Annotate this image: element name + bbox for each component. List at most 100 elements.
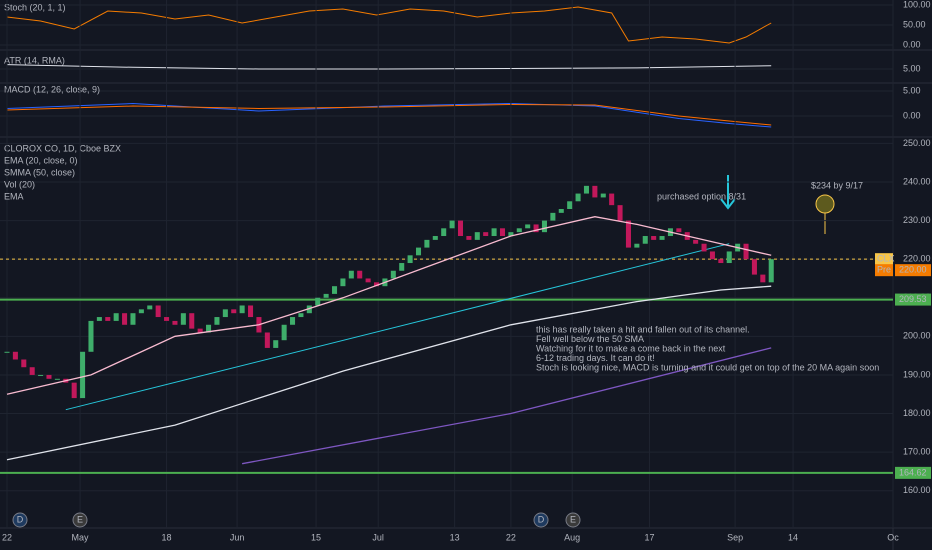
candle — [390, 270, 396, 279]
candle — [315, 297, 321, 306]
candle — [332, 286, 338, 294]
candle — [432, 236, 438, 240]
candle — [466, 236, 472, 240]
candle — [609, 193, 615, 206]
x-tick-label: 17 — [644, 532, 654, 542]
y-tick-label: 170.00 — [903, 446, 931, 456]
y-tick-label: 220.00 — [903, 254, 931, 264]
y-tick-label: 0.00 — [903, 110, 921, 120]
candle — [231, 309, 237, 314]
legend-entry: EMA (20, close, 0) — [4, 155, 78, 165]
level-label: 220.00 — [899, 265, 927, 275]
candle — [122, 313, 128, 325]
candle — [248, 305, 254, 318]
candle — [164, 317, 170, 321]
event-label: E — [77, 514, 83, 524]
candle — [634, 243, 640, 248]
y-tick-label: 50.00 — [903, 19, 926, 29]
candle — [239, 305, 245, 314]
x-tick-label: 22 — [506, 532, 516, 542]
y-tick-label: 5.00 — [903, 85, 921, 95]
candle — [12, 351, 18, 360]
candle — [651, 236, 657, 240]
purchase-note: purchased option 8/31 — [657, 191, 746, 201]
candle — [751, 259, 757, 275]
candle — [357, 270, 363, 279]
candle — [457, 220, 464, 237]
candle — [54, 378, 60, 380]
x-tick-label: May — [72, 532, 90, 542]
note-line: Fell well below the 50 SMA — [536, 334, 644, 344]
candle — [676, 228, 682, 233]
candle — [483, 232, 489, 237]
candle — [550, 212, 556, 221]
candle — [147, 305, 153, 310]
candle — [373, 282, 380, 287]
candle — [525, 224, 531, 229]
candle — [138, 309, 144, 314]
candle — [474, 232, 480, 240]
candle — [567, 201, 573, 210]
level-label-bg — [895, 293, 931, 306]
candle — [214, 317, 220, 325]
ma-line — [6, 216, 772, 395]
candle — [281, 324, 287, 341]
candle — [222, 309, 228, 318]
candle — [583, 185, 589, 194]
candle — [701, 243, 707, 252]
candle — [38, 374, 44, 376]
level-label-bg — [895, 264, 931, 277]
indicator-line — [6, 64, 772, 70]
candle — [264, 332, 270, 348]
y-tick-label: 0.00 — [903, 39, 921, 49]
candle — [718, 259, 724, 264]
candle — [592, 185, 598, 198]
level-label-bg — [895, 466, 931, 479]
ma-line — [241, 347, 772, 465]
candle — [743, 243, 749, 260]
note-line: this has really taken a hit and fallen o… — [536, 324, 750, 334]
note-line: Stoch is looking nice, MACD is turning a… — [536, 362, 879, 372]
candle — [625, 220, 631, 248]
candle — [533, 224, 539, 233]
panel-title: ATR (14, RMA) — [4, 55, 65, 65]
y-tick-label: 180.00 — [903, 408, 931, 418]
event-badge — [565, 512, 581, 528]
candle — [659, 236, 665, 240]
symbol-label: CLX — [877, 254, 895, 264]
ma-line — [6, 285, 772, 461]
indicator-line — [6, 6, 772, 44]
event-label: D — [538, 514, 545, 524]
event-badge — [72, 512, 88, 528]
candle — [189, 313, 195, 329]
target-note: $234 by 9/17 — [811, 180, 863, 190]
candle — [424, 239, 430, 248]
candle — [172, 320, 178, 325]
candle — [88, 320, 94, 352]
candle — [113, 313, 119, 321]
candle — [80, 351, 86, 399]
session-label: Pre — [877, 265, 891, 275]
event-badge — [533, 512, 549, 528]
candle — [46, 374, 52, 379]
candle — [180, 313, 186, 325]
candle — [449, 220, 455, 229]
x-tick-label: Jul — [372, 532, 384, 542]
candle — [290, 317, 296, 325]
candle — [642, 236, 648, 244]
candle — [491, 228, 497, 237]
candle — [197, 328, 203, 333]
x-tick-label: Aug — [564, 532, 580, 542]
y-tick-label: 160.00 — [903, 485, 931, 495]
note-line: Watching for it to make a come back in t… — [536, 343, 726, 353]
event-badge — [12, 512, 28, 528]
note-line: 6-12 trading days. It can do it! — [536, 353, 655, 363]
y-tick-label: 5.00 — [903, 63, 921, 73]
legend-entry: EMA — [4, 191, 24, 201]
y-tick-label: 200.00 — [903, 331, 931, 341]
x-tick-label: 22 — [2, 532, 12, 542]
candle — [407, 255, 413, 264]
candle — [760, 274, 766, 283]
